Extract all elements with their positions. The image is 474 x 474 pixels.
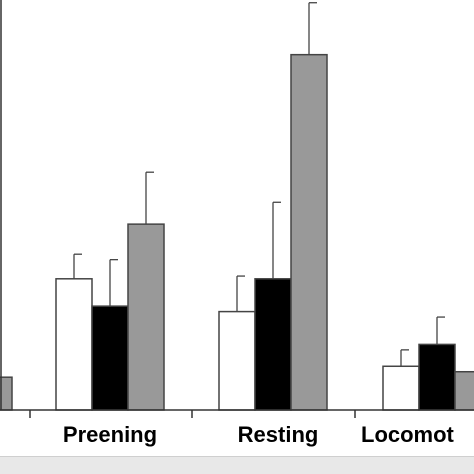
- bar-series3-category3: [290, 53, 328, 411]
- x-ticks: [29, 410, 356, 418]
- category-label-preening: Preening: [63, 422, 157, 447]
- bar-series2-category2: [91, 305, 129, 411]
- bar-series3-category2: [127, 223, 165, 411]
- figure-bottom-strip: [0, 456, 474, 474]
- bar-series2-category4: [418, 343, 456, 411]
- bar-series3-category4: [454, 370, 474, 411]
- category-labels: Preening Resting Locomot: [63, 422, 455, 447]
- category-label-resting: Resting: [238, 422, 319, 447]
- bar-series3-category1: [0, 376, 13, 411]
- bar-series1-category4: [382, 365, 420, 411]
- bar-series1-category3: [218, 310, 256, 411]
- bar-series1-category2: [55, 278, 93, 411]
- bar-series2-category3: [254, 278, 292, 411]
- bars-layer: [0, 2, 474, 411]
- category-label-locomotion: Locomot: [361, 422, 455, 447]
- axes-layer: [0, 0, 474, 411]
